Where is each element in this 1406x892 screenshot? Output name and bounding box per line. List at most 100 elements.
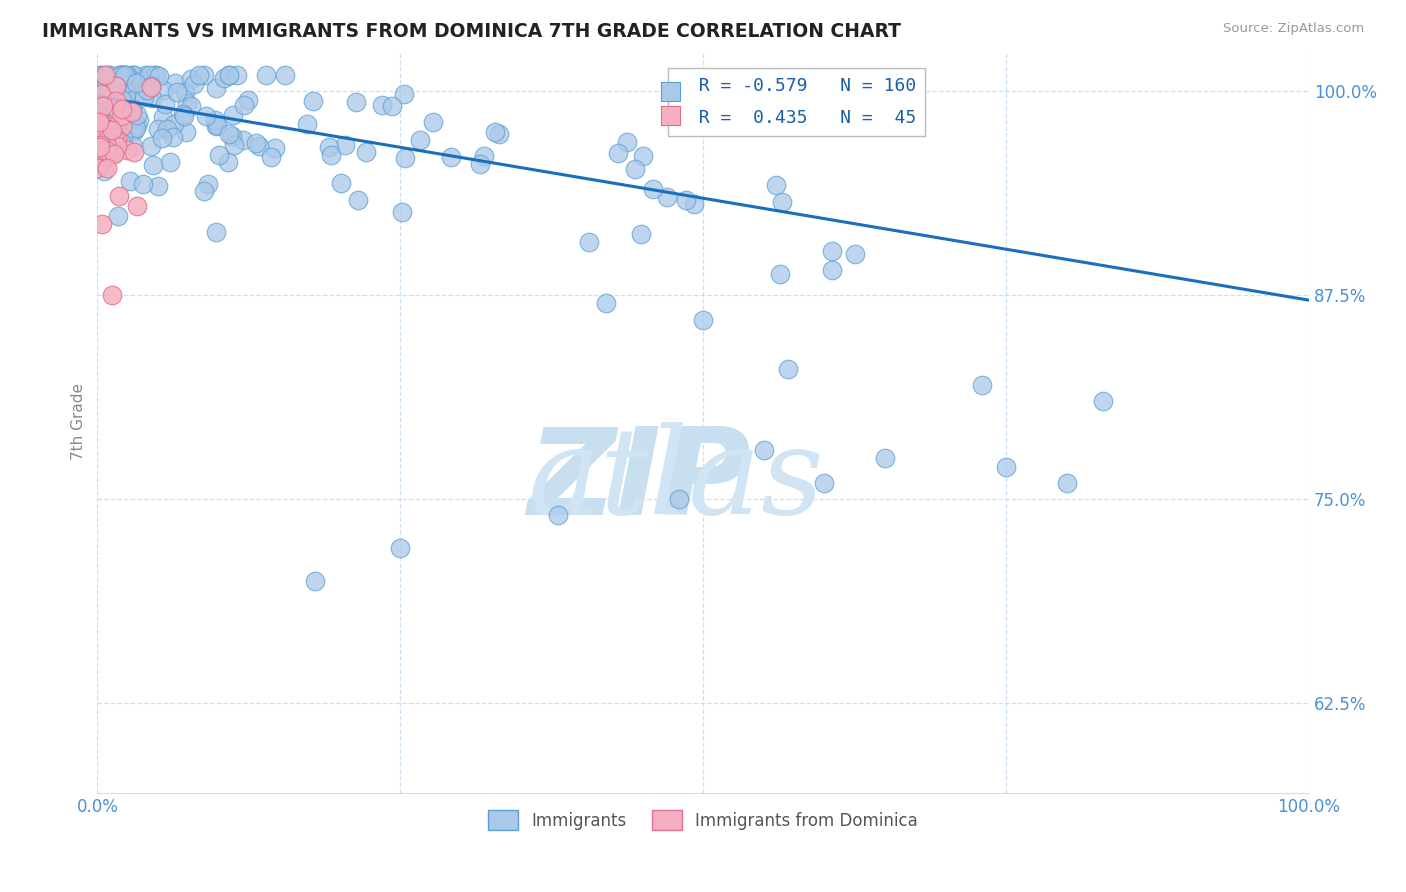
Point (124, 76, 146, 90)
Point (820, 244, 842, 259)
Point (108, 71, 131, 86)
Point (274, 68, 297, 82)
Point (111, 70, 134, 85)
Point (1092, 394, 1115, 409)
Point (675, 193, 697, 207)
Point (105, 94, 128, 108)
Point (107, 135, 129, 149)
Point (156, 122, 179, 136)
Point (221, 129, 243, 144)
Point (218, 68, 240, 82)
Y-axis label: 7th Grade: 7th Grade (72, 384, 86, 460)
Point (193, 184, 215, 198)
Point (122, 138, 145, 153)
Point (238, 94, 260, 108)
Point (371, 98, 394, 112)
Point (329, 176, 352, 190)
Point (643, 182, 665, 196)
Point (101, 142, 124, 156)
Point (89, 80, 111, 95)
Point (195, 109, 218, 123)
Point (139, 78, 162, 93)
Point (145, 68, 167, 82)
Point (683, 197, 706, 211)
Point (111, 68, 134, 82)
Text: atlas: atlas (527, 422, 824, 540)
Point (488, 127, 510, 141)
Point (394, 151, 416, 165)
Point (107, 134, 129, 148)
Point (138, 78, 160, 92)
Point (90, 87, 112, 102)
Point (208, 147, 231, 161)
Point (87, 145, 110, 159)
Point (484, 125, 506, 139)
Point (139, 138, 162, 153)
Point (110, 68, 132, 82)
Point (90, 115, 112, 129)
Point (87, 115, 110, 129)
Point (153, 96, 176, 111)
Bar (661, 105, 681, 125)
Point (146, 178, 169, 193)
Point (96, 122, 118, 136)
Point (127, 199, 149, 213)
Point (110, 68, 132, 82)
Point (117, 75, 139, 89)
Point (104, 79, 127, 94)
Point (110, 68, 132, 82)
Point (142, 158, 165, 172)
Point (115, 87, 138, 101)
Point (616, 135, 638, 149)
Point (159, 155, 181, 169)
Point (145, 68, 167, 82)
Point (193, 68, 215, 82)
Point (318, 140, 340, 154)
Point (304, 574, 326, 588)
Text: Source: ZipAtlas.com: Source: ZipAtlas.com (1223, 22, 1364, 36)
Point (115, 87, 138, 102)
Point (668, 492, 690, 507)
Point (409, 133, 432, 147)
Point (128, 113, 150, 128)
Text: IMMIGRANTS VS IMMIGRANTS FROM DOMINICA 7TH GRADE CORRELATION CHART: IMMIGRANTS VS IMMIGRANTS FROM DOMINICA 7… (42, 22, 901, 41)
Point (218, 128, 240, 142)
Point (91, 217, 114, 231)
Point (93, 164, 115, 178)
Point (122, 68, 145, 82)
Point (90, 113, 112, 128)
Point (295, 117, 318, 131)
Point (94, 68, 117, 82)
Point (90, 89, 112, 103)
Point (176, 96, 198, 111)
Point (103, 130, 125, 145)
Point (723, 103, 745, 118)
Point (595, 296, 617, 310)
Point (172, 107, 194, 121)
Point (844, 247, 866, 261)
Point (111, 129, 134, 144)
Point (389, 541, 412, 555)
Point (90, 143, 112, 157)
Point (87, 132, 110, 146)
Point (108, 68, 131, 82)
Point (173, 110, 195, 124)
Point (319, 148, 342, 162)
Point (90, 118, 112, 132)
Point (103, 145, 125, 160)
Point (101, 288, 124, 302)
Point (117, 143, 139, 157)
Point (162, 130, 184, 145)
Point (381, 99, 404, 113)
Point (152, 83, 174, 97)
Point (607, 146, 630, 161)
Point (112, 68, 135, 82)
Point (129, 72, 152, 87)
Point (247, 139, 270, 153)
Point (122, 68, 145, 82)
Point (104, 78, 127, 93)
Point (110, 109, 132, 123)
Point (657, 190, 679, 204)
Point (89, 68, 111, 82)
Point (111, 119, 134, 133)
